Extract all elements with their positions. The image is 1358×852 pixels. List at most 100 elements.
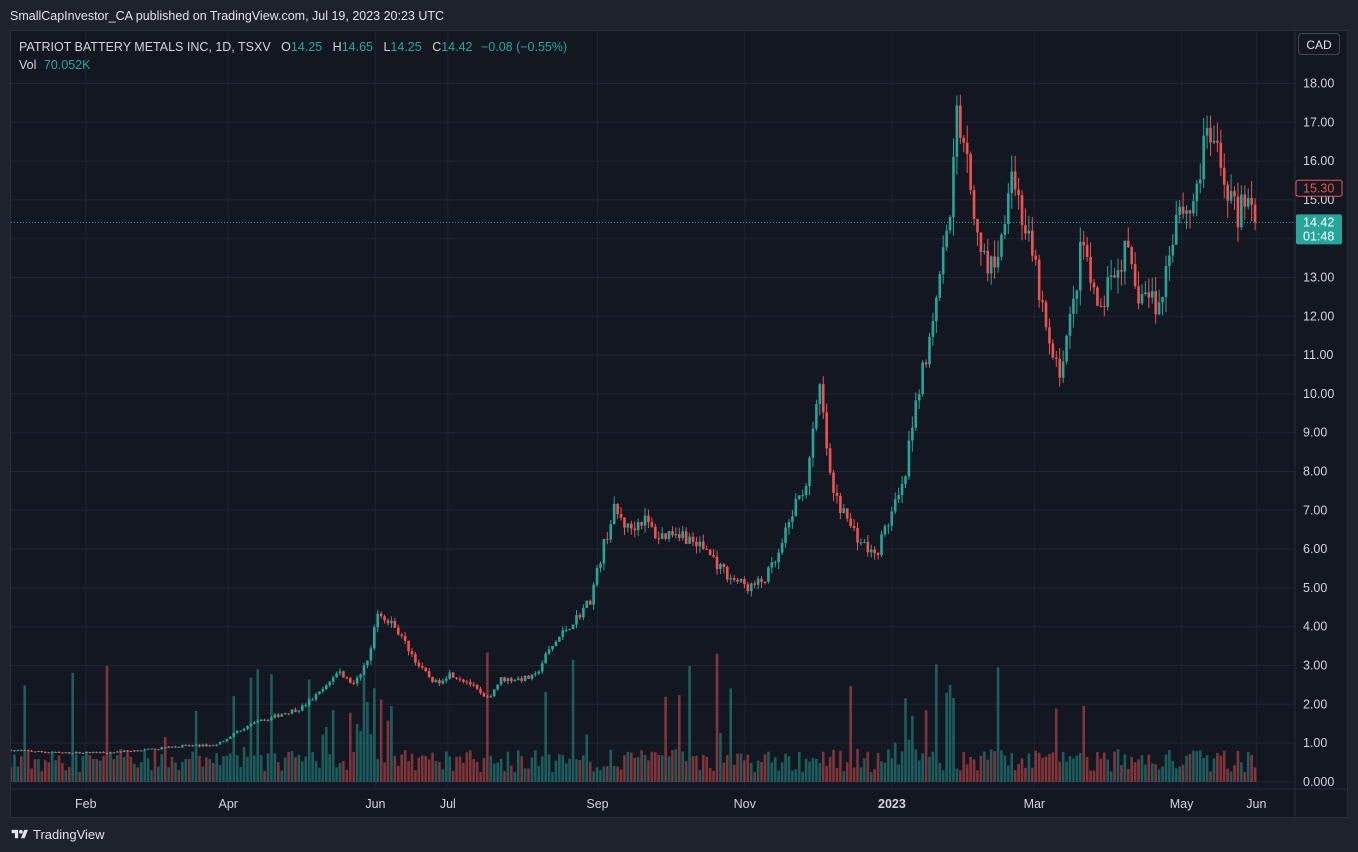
candle-body [1188,210,1192,214]
tradingview-brand[interactable]: TradingView [33,827,105,842]
candle-body [235,731,239,734]
candle-body [756,578,760,585]
candle-body [945,230,948,248]
volume-bar [849,685,852,782]
published-header: SmallCapInvestor_CA published on Trading… [0,0,1358,30]
candle-body [986,250,990,274]
candle-body [1020,195,1024,226]
candle-body [119,751,122,753]
candle-body [105,753,109,755]
volume-bar [215,753,218,782]
candle-body [294,709,297,712]
volume-bar [263,770,266,782]
candle-body [698,541,702,547]
volume-bar [403,749,407,782]
candle-body [914,400,918,428]
candle-body [325,685,328,690]
candle-body [708,549,712,556]
prev-close-label: 15.30 [1303,181,1334,195]
volume-bar [763,754,767,782]
currency-button[interactable]: CAD [1298,33,1340,55]
volume-bar [259,755,263,782]
volume-bar [396,765,400,782]
price-tick-label: 4.00 [1303,620,1327,634]
volume-bar [674,749,678,782]
volume-bar [280,770,284,782]
volume-bar [777,770,780,782]
volume-bar [770,762,774,782]
volume-bar [564,763,568,782]
candle-body [1089,256,1092,283]
candle-body [791,516,794,522]
candle-body [719,564,722,570]
volume-bar [102,756,105,782]
volume-bar [1034,750,1038,782]
volume-bar [1126,768,1130,782]
volume-bar [191,751,194,782]
volume-bar [561,754,565,782]
candle-body [444,678,448,681]
volume-bar [40,770,44,782]
candle-body [352,682,356,684]
volume-bar [1140,755,1144,782]
volume-bar [153,750,157,782]
candle-body [941,247,945,275]
candle-body [1154,291,1157,315]
volume-bar [1154,764,1157,782]
candle-body [993,256,996,268]
volume-bar [43,760,47,782]
candle-body [455,677,458,679]
chart-background [11,31,1347,817]
candle-body [1171,244,1175,256]
volume-bar [1041,757,1044,782]
candle-body [290,709,294,714]
volume-bar [386,720,390,782]
price-tick-label: 1.00 [1303,736,1327,750]
candle-body [280,714,284,717]
candle-body [640,522,643,526]
volume-bar [225,755,229,782]
candle-body [273,714,277,718]
candle-body [187,745,191,747]
volume-bar [1216,752,1219,782]
candle-body [239,730,242,732]
candle-body [486,696,489,698]
volume-bar [431,752,434,782]
time-tick-label: 2023 [878,797,906,811]
volume-bar [530,757,534,782]
volume-bar [1061,751,1065,782]
volume-bar [1000,750,1003,782]
candle-body [232,733,236,737]
candle-body [828,448,832,473]
volume-bar [1013,770,1017,782]
candle-body [900,483,904,495]
candle-body [1000,234,1003,257]
volume-label[interactable]: Vol [19,58,37,72]
symbol-title[interactable]: PATRIOT BATTERY METALS INC, 1D, TSXV [19,40,271,54]
volume-bar [307,679,311,782]
volume-bar [736,753,739,782]
chart-area[interactable]: 18.0017.0016.0015.0014.0013.0012.0011.00… [10,30,1348,818]
candle-body [85,751,88,754]
volume-bar [863,758,866,782]
volume-bar [139,762,143,782]
candlestick-chart[interactable]: 18.0017.0016.0015.0014.0013.0012.0011.00… [11,31,1347,817]
volume-bar [1164,754,1168,782]
candle-body [167,746,170,748]
candle-body [568,629,571,631]
candle-body [259,719,263,722]
volume-bar [1096,752,1099,782]
volume-bar [1229,771,1233,782]
volume-bar [938,763,942,782]
candle-body [534,673,537,675]
volume-bar [19,756,23,782]
candle-body [948,217,952,231]
volume-bar [828,757,832,782]
candle-body [1075,290,1079,299]
candle-body [616,503,619,515]
tradingview-logo-icon[interactable] [10,828,30,841]
volume-bar [893,742,897,782]
candle-body [825,412,828,449]
candle-body [126,750,129,752]
volume-bar [218,764,222,782]
